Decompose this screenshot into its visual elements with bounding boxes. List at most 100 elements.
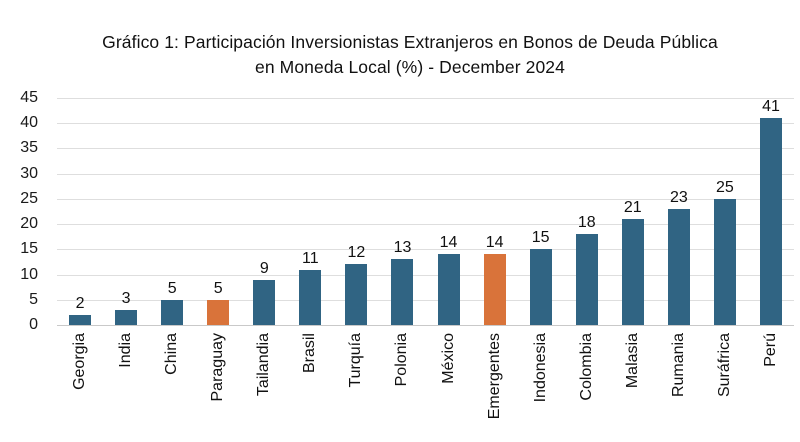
bar-value-label: 12: [347, 244, 366, 262]
x-label-slot: China: [149, 333, 195, 438]
bar-value-label: 25: [716, 178, 734, 196]
chart-title: Gráfico 1: Participación Inversionistas …: [102, 32, 718, 77]
x-axis-category-label: Indonesia: [531, 333, 549, 403]
x-axis-category-label: Suráfrica: [715, 333, 733, 398]
bar-group: 5: [149, 98, 195, 325]
bar-value-label: 9: [259, 259, 269, 277]
x-label-slot: Perú: [748, 333, 794, 438]
bar-group: 2: [57, 98, 103, 325]
x-axis-category-label: Malasia: [623, 333, 641, 389]
x-axis-category-label: Tailandia: [255, 333, 273, 397]
bar-value-label: 11: [302, 249, 319, 267]
bar-group: 14: [472, 98, 518, 325]
x-axis-category-label: Colombia: [577, 333, 595, 401]
x-label-slot: Colombia: [564, 333, 610, 438]
bar-value-label: 15: [531, 229, 550, 247]
bars-container: 2 3 5 5 9 11 12 13 14 14 15 18 21 23 25 41: [57, 98, 794, 325]
bar-value-label: 14: [439, 234, 458, 252]
x-label-slot: Brasil: [287, 333, 333, 438]
gridline: [57, 123, 794, 125]
bar-group: 18: [564, 98, 610, 325]
gridline: [57, 98, 794, 99]
bar-value-label: 5: [167, 279, 177, 297]
bar: [391, 259, 414, 325]
x-axis-category-label: Georgia: [71, 333, 89, 390]
bar-group: 5: [195, 98, 241, 325]
x-label-slot: Malasia: [610, 333, 656, 438]
x-axis-category-label: Turquía: [347, 333, 365, 388]
x-label-slot: Georgia: [57, 333, 103, 438]
plot-area: 2 3 5 5 9 11 12 13 14 14 15 18 21 23 25 41: [57, 98, 794, 326]
bar-value-label: 13: [393, 239, 412, 257]
x-axis-category-label: Brasil: [301, 333, 319, 374]
y-axis-tick-label: 5: [29, 290, 38, 308]
bar: [207, 299, 230, 325]
bar-group: 25: [702, 98, 748, 325]
bar: [621, 219, 644, 325]
bar-group: 41: [748, 98, 794, 325]
y-axis-tick-label: 20: [20, 215, 38, 233]
bar: [759, 118, 782, 325]
bar-group: 12: [333, 98, 379, 325]
gridline: [57, 274, 794, 276]
bar-value-label: 3: [121, 289, 131, 307]
y-axis-tick-label: 25: [20, 189, 38, 207]
bar: [529, 249, 552, 325]
x-label-slot: Polonia: [379, 333, 425, 438]
x-label-slot: Rumania: [656, 333, 702, 438]
bar: [115, 309, 138, 325]
bar-value-label: 41: [762, 98, 780, 116]
x-label-slot: Turquía: [333, 333, 379, 438]
bar-group: 15: [518, 98, 564, 325]
x-label-slot: Paraguay: [195, 333, 241, 438]
x-label-slot: México: [426, 333, 472, 438]
bar-group: 21: [610, 98, 656, 325]
gridline: [57, 224, 794, 226]
x-label-slot: Emergentes: [472, 333, 518, 438]
bar-value-label: 23: [669, 188, 688, 206]
x-axis-category-label: México: [439, 333, 457, 384]
bar: [437, 254, 460, 325]
x-label-slot: India: [103, 333, 149, 438]
bar: [345, 264, 368, 325]
bar-group: 14: [426, 98, 472, 325]
x-axis-category-label: Polonia: [393, 333, 411, 387]
bar-value-label: 18: [577, 214, 596, 232]
bar: [253, 279, 276, 325]
gridline: [57, 299, 794, 301]
y-axis-tick-label: 15: [20, 240, 38, 258]
gridline: [57, 249, 794, 251]
bar-group: 9: [241, 98, 287, 325]
gridline: [57, 173, 794, 175]
gridline: [57, 198, 794, 200]
y-axis-tick-label: 35: [20, 139, 38, 157]
x-axis-labels: Georgia India China Paraguay Tailandia Brasil…: [57, 333, 794, 438]
y-axis-tick-label: 45: [20, 89, 38, 106]
bar: [161, 299, 184, 325]
y-axis-tick-label: 40: [20, 114, 38, 132]
bar: [575, 234, 598, 325]
x-axis-category-label: Emergentes: [485, 333, 503, 420]
bar-value-label: 14: [485, 234, 504, 252]
bar: [713, 198, 736, 325]
x-axis-category-label: China: [163, 333, 181, 375]
y-axis-tick-label: 0: [29, 316, 38, 333]
x-axis-category-label: India: [117, 333, 135, 368]
bar: [299, 269, 322, 325]
bar-value-label: 5: [213, 279, 223, 297]
bar-value-label: 2: [75, 294, 85, 312]
bar: [667, 208, 690, 325]
y-axis: 0 5 10 15 20 25 30 35 40 45: [0, 0, 48, 442]
x-axis-category-label: Paraguay: [209, 333, 227, 402]
bar: [69, 314, 92, 325]
bar-group: 11: [287, 98, 333, 325]
x-label-slot: Indonesia: [518, 333, 564, 438]
x-axis-category-label: Rumania: [669, 333, 687, 398]
y-axis-tick-label: 10: [20, 265, 38, 283]
y-axis-tick-label: 30: [20, 164, 38, 182]
bar-group: 3: [103, 98, 149, 325]
x-axis-category-label: Perú: [761, 333, 779, 367]
x-label-slot: Tailandia: [241, 333, 287, 438]
gridline: [57, 148, 794, 150]
